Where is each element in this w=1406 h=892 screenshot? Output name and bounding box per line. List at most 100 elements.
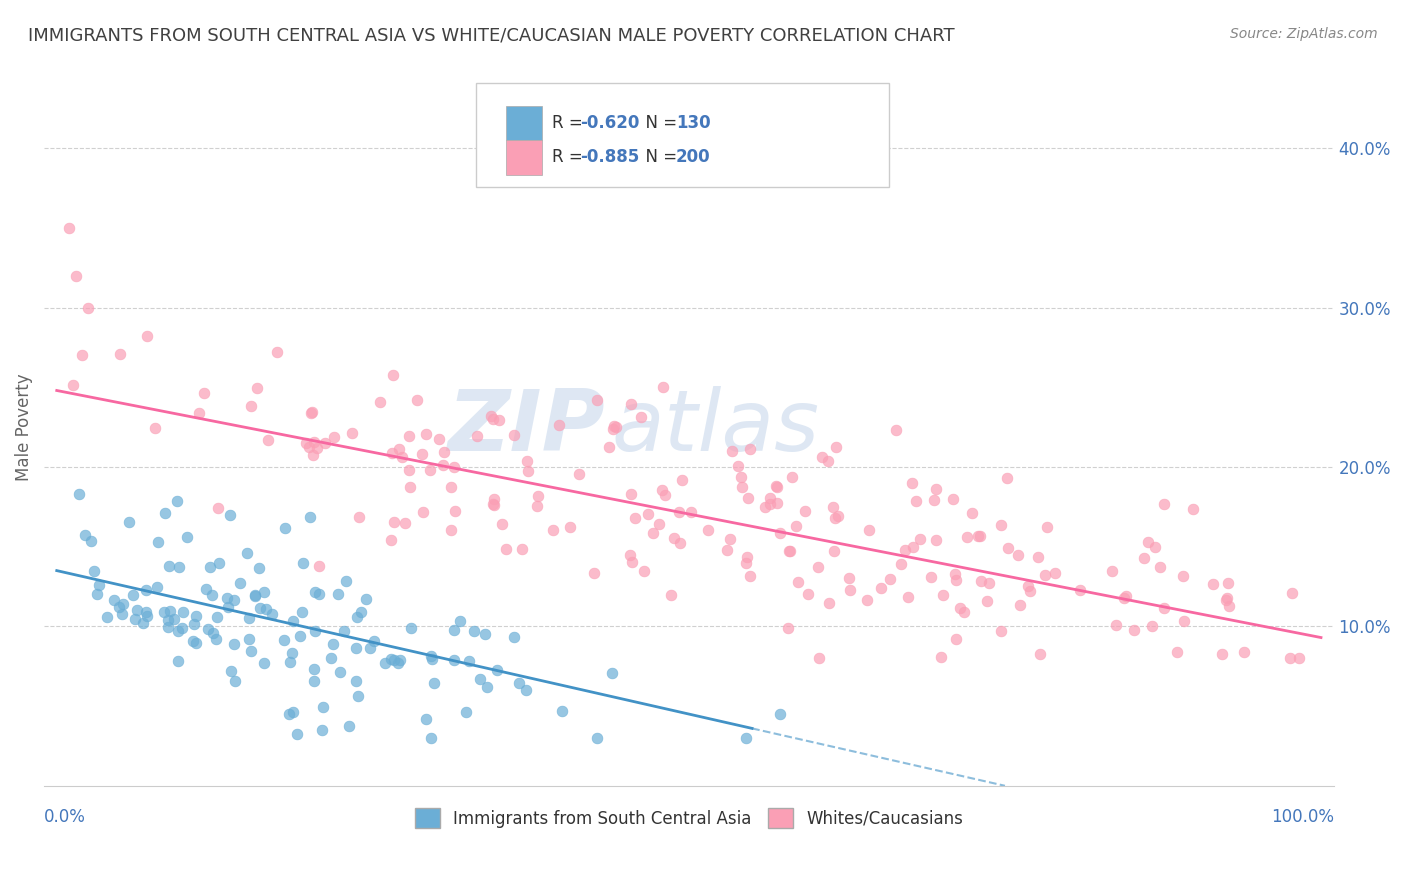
Point [551,704,574,718]
Point [184,609,207,624]
Point [443,623,465,637]
Point [855,592,877,607]
Point [312,700,335,714]
Point [382,653,405,667]
Point [184,636,207,650]
Point [603,419,626,434]
Point [870,581,893,595]
Point [208,557,231,571]
Point [380,652,402,666]
Point [797,587,820,601]
Point [202,625,225,640]
Point [285,727,308,741]
Point [740,569,762,583]
FancyBboxPatch shape [506,106,541,140]
Point [443,653,465,667]
Point [1149,560,1171,574]
Point [108,347,131,361]
Point [163,612,186,626]
Point [398,429,420,443]
Point [970,574,993,589]
Point [1201,577,1223,591]
Point [295,435,318,450]
Point [671,473,693,487]
Point [249,601,271,615]
Point [931,588,953,602]
Point [346,610,368,624]
Point [387,657,409,671]
Point [955,530,977,544]
Point [427,433,450,447]
Point [586,731,609,745]
Point [167,654,190,668]
Point [901,475,924,490]
Point [326,587,349,601]
Point [948,600,970,615]
Point [73,528,96,542]
Point [1216,591,1239,606]
Y-axis label: Male Poverty: Male Poverty [15,374,32,481]
Point [737,491,759,505]
Point [766,480,789,494]
Point [648,516,671,531]
Point [253,584,276,599]
Point [167,624,190,638]
Point [769,525,792,540]
Point [87,578,110,592]
Point [218,600,240,615]
Point [302,448,325,462]
Point [322,637,344,651]
Point [838,583,860,598]
Point [605,419,627,434]
Point [879,572,901,586]
Point [273,633,295,648]
Point [526,499,548,513]
Point [176,530,198,544]
Point [136,609,159,624]
Point [382,368,405,382]
Point [990,518,1012,533]
Point [659,588,682,602]
Point [681,505,703,519]
Point [278,707,301,722]
Point [188,406,211,420]
Point [266,344,288,359]
Point [922,493,945,508]
Point [997,471,1019,485]
Point [440,523,463,537]
Point [925,482,948,496]
Point [1105,618,1128,632]
Point [967,529,990,543]
Point [517,464,540,478]
Point [920,570,942,584]
Point [463,624,485,639]
Point [485,663,508,677]
Point [651,483,673,497]
Point [942,492,965,507]
Point [515,682,537,697]
Point [897,590,920,604]
Point [181,633,204,648]
Legend: Immigrants from South Central Asia, Whites/Caucasians: Immigrants from South Central Asia, Whit… [408,801,970,835]
Point [1281,586,1303,600]
Point [239,399,262,413]
Point [419,463,441,477]
Point [194,582,217,596]
Point [669,536,692,550]
Point [238,632,260,646]
Point [945,632,967,647]
Point [495,541,517,556]
Point [807,560,830,574]
Point [398,462,420,476]
Point [433,445,456,459]
Point [905,493,928,508]
Point [1166,645,1188,659]
Point [156,619,179,633]
Point [827,509,849,524]
Point [727,459,749,474]
FancyBboxPatch shape [477,83,889,186]
Point [432,458,454,472]
Point [1018,584,1040,599]
Point [299,407,322,421]
Point [794,504,817,518]
